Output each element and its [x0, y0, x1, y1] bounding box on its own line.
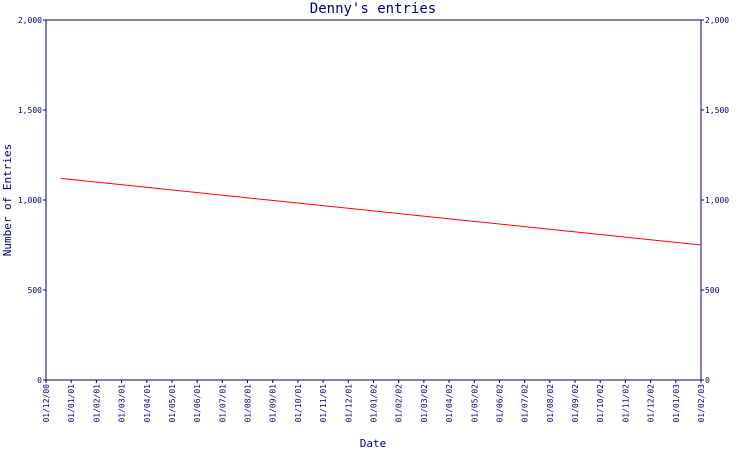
x-tick-label: 01/08/01	[244, 384, 253, 423]
series-line	[60, 177, 702, 246]
y-tick-label-left: 1,500	[18, 106, 42, 115]
x-tick-label: 01/08/02	[546, 384, 555, 423]
y-tick-label-right: 2,000	[705, 16, 729, 25]
y-tick-label-left: 1,000	[18, 196, 42, 205]
y-tick-label-left: 2,000	[18, 16, 42, 25]
y-axis-left: 0 500 1,000 1,500 2,000	[18, 16, 46, 385]
x-tick-label: 01/11/02	[621, 384, 630, 423]
x-tick-label: 01/04/01	[143, 384, 152, 423]
x-tick-label: 01/11/01	[319, 384, 328, 423]
x-tick-label: 01/01/03	[672, 384, 681, 423]
y-tick-label-right: 1,500	[705, 106, 729, 115]
y-axis-label: Number of Entries	[1, 144, 14, 257]
x-tick-label: 01/07/02	[521, 384, 530, 423]
y-tick-label-left: 0	[37, 376, 42, 385]
x-tick-label: 01/01/01	[67, 384, 76, 423]
x-tick-label: 01/12/01	[344, 384, 353, 423]
x-tick-label: 01/09/02	[571, 384, 580, 423]
y-tick-label-right: 0	[705, 376, 710, 385]
x-tick-label: 01/05/01	[168, 384, 177, 423]
x-tick-label: 01/03/02	[420, 384, 429, 423]
x-tick-label: 01/10/01	[294, 384, 303, 423]
series-layer	[60, 177, 702, 246]
x-tick-label: 01/06/02	[495, 384, 504, 423]
x-tick-label: 01/02/03	[697, 384, 706, 423]
x-axis-label: Date	[360, 437, 387, 450]
x-tick-label: 01/02/01	[92, 384, 101, 423]
chart-title: Denny's entries	[310, 1, 436, 17]
y-tick-label-left: 500	[28, 286, 43, 295]
y-axis-right: 0 500 1,000 1,500 2,000	[701, 16, 729, 385]
x-tick-label: 01/02/02	[395, 384, 404, 423]
x-tick-label: 01/03/01	[118, 384, 127, 423]
plot-area-frame	[45, 19, 702, 381]
x-tick-label: 01/10/02	[596, 384, 605, 423]
y-tick-label-right: 500	[705, 286, 720, 295]
x-tick-label: 01/01/02	[370, 384, 379, 423]
x-tick-label: 01/05/02	[470, 384, 479, 423]
x-axis: 01/12/00 01/01/01 01/02/01 01/03/01 01/04/01…	[42, 380, 706, 423]
x-tick-label: 01/12/00	[42, 384, 51, 423]
x-tick-label: 01/09/01	[269, 384, 278, 423]
x-tick-label: 01/04/02	[445, 384, 454, 423]
x-tick-label: 01/12/02	[647, 384, 656, 423]
x-tick-label: 01/07/01	[218, 384, 227, 423]
y-tick-label-right: 1,000	[705, 196, 729, 205]
x-tick-label: 01/06/01	[193, 384, 202, 423]
